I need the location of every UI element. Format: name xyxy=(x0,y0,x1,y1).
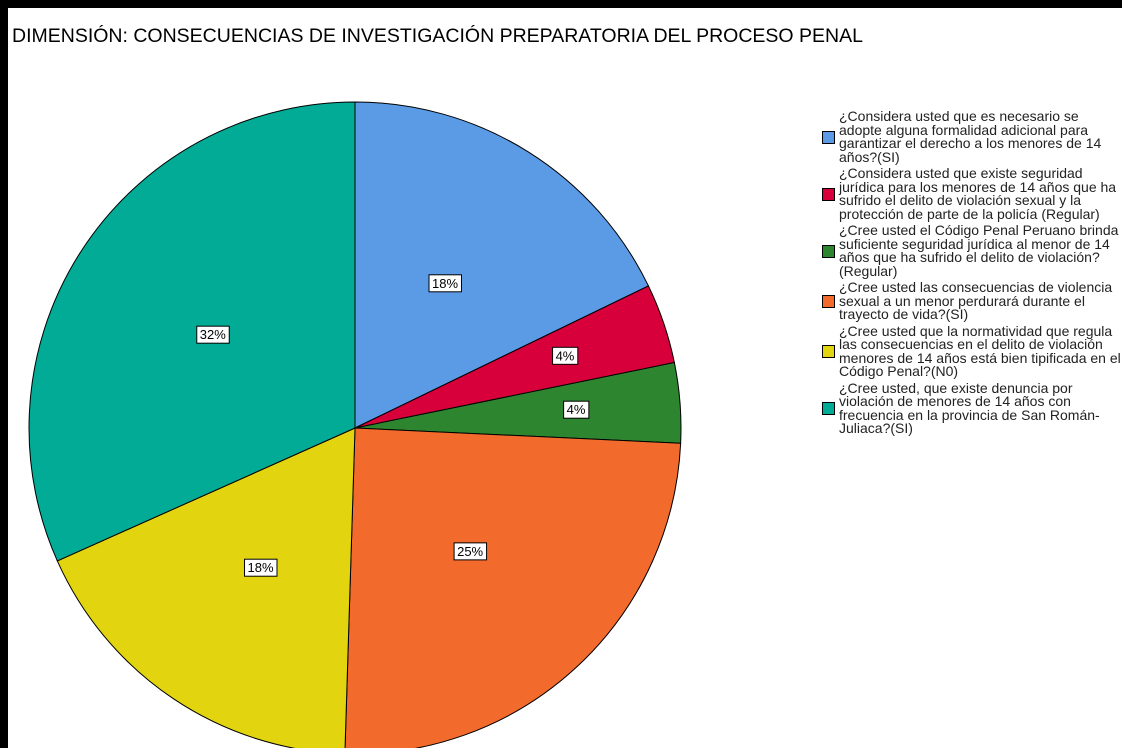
legend: ¿Considera usted que es necesario se ado… xyxy=(822,110,1122,439)
value-label-box xyxy=(563,400,590,419)
value-label: 25% xyxy=(457,544,483,559)
border-left xyxy=(0,0,8,748)
legend-swatch xyxy=(822,345,835,358)
value-label: 18% xyxy=(248,560,274,575)
chart-title: DIMENSIÓN: CONSECUENCIAS DE INVESTIGACIÓ… xyxy=(12,24,863,47)
legend-item: ¿Cree usted el Código Penal Peruano brin… xyxy=(822,222,1122,279)
value-label: 18% xyxy=(432,276,458,291)
value-label: 32% xyxy=(200,327,226,342)
legend-swatch xyxy=(822,244,835,258)
value-label-box xyxy=(428,274,462,293)
value-label: 4% xyxy=(556,348,575,363)
legend-item: ¿Considera usted que existe seguridad ju… xyxy=(822,165,1122,222)
legend-swatch xyxy=(822,402,835,415)
value-label-box xyxy=(196,325,230,344)
pie-slice xyxy=(28,101,356,562)
legend-label: ¿Considera usted que es necesario se ado… xyxy=(839,110,1102,165)
legend-item: ¿Cree usted, que existe denuncia por vio… xyxy=(822,379,1122,436)
legend-label: ¿Cree usted el Código Penal Peruano brin… xyxy=(839,222,1119,279)
pie-slice xyxy=(344,427,682,748)
legend-swatch xyxy=(822,294,835,308)
border-top xyxy=(0,0,1122,8)
legend-item: ¿Cree usted que la normatividad que regu… xyxy=(822,322,1122,379)
legend-swatch xyxy=(822,187,835,201)
value-label-box xyxy=(552,346,579,365)
legend-label: ¿Considera usted que existe seguridad ju… xyxy=(839,165,1117,222)
value-label-box xyxy=(244,558,278,577)
pie-slice xyxy=(56,427,356,748)
value-label: 4% xyxy=(567,402,586,417)
legend-item: ¿Considera usted que es necesario se ado… xyxy=(822,110,1122,164)
pie-slice xyxy=(354,101,650,429)
legend-swatch xyxy=(822,130,835,144)
value-label-box xyxy=(453,542,488,561)
legend-label: ¿Cree usted las consecuencias de violenc… xyxy=(839,279,1113,322)
legend-item: ¿Cree usted las consecuencias de violenc… xyxy=(822,279,1122,322)
legend-label: ¿Cree usted que la normatividad que regu… xyxy=(839,322,1121,379)
legend-label: ¿Cree usted, que existe denuncia por vio… xyxy=(839,379,1100,436)
